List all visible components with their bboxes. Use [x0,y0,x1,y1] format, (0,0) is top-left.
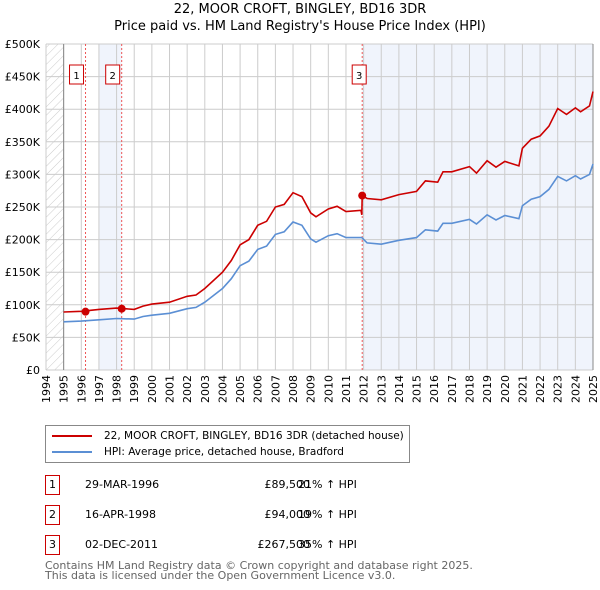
x-tick-label: 2009 [305,375,318,403]
x-tick-label: 2000 [146,375,159,403]
chart-title: 22, MOOR CROFT, BINGLEY, BD16 3DR [173,2,427,17]
transaction-row: 2 16-APR-1998 £94,000 19% ↑ HPI [45,505,445,525]
x-tick-label: 2024 [569,375,582,403]
y-tick-label: £50K [12,331,41,344]
transaction-hpi-diff: 35% ↑ HPI [298,538,357,551]
y-tick-label: £0 [26,364,40,377]
x-tick-label: 2007 [269,375,282,403]
y-tick-label: £350K [5,136,41,149]
x-tick-label: 2023 [552,375,565,403]
x-tick-label: 2019 [481,375,494,403]
chart-plot: 1 2 3 1994 1995 1996 1997 1998 1999 2000 2001 2002 2… [5,38,600,403]
x-tick-label: 2001 [164,375,177,403]
footer-line-2: This data is licensed under the Open Gov… [45,569,396,582]
x-tick-label: 2003 [199,375,212,403]
chart-subtitle: Price paid vs. HM Land Registry's House … [114,19,486,34]
transaction-price: £94,000 [264,508,311,521]
transaction-row: 3 02-DEC-2011 £267,500 35% ↑ HPI [45,535,445,555]
x-tick-label: 2005 [234,375,247,403]
sale-point [81,307,90,316]
x-tick-label: 1994 [40,375,53,403]
transaction-row: 1 29-MAR-1996 £89,500 21% ↑ HPI [45,475,445,495]
x-tick-label: 2016 [428,375,441,403]
legend-item-price: 22, MOOR CROFT, BINGLEY, BD16 3DR (detac… [46,428,404,444]
x-tick-label: 2008 [287,375,300,403]
legend-label: HPI: Average price, detached house, Brad… [104,446,344,458]
x-tick-label: 2010 [322,375,335,403]
series-line [63,91,594,313]
x-tick-label: 2025 [587,375,600,403]
x-tick-label: 2021 [516,375,529,403]
sale-point [117,304,126,313]
transaction-date: 16-APR-1998 [85,508,157,521]
x-tick-label: 2013 [375,375,388,403]
sale-label-box [351,64,367,85]
footer: Contains HM Land Registry data © Crown c… [45,559,473,582]
sale-label: 3 [356,71,362,82]
y-tick-label: £300K [5,168,41,181]
x-tick-label: 1999 [128,375,141,403]
x-tick-label: 2022 [534,375,547,403]
transaction-price: £267,500 [257,538,311,551]
transaction-price: £89,500 [264,478,311,491]
legend: 22, MOOR CROFT, BINGLEY, BD16 3DR (detac… [45,425,410,463]
x-tick-label: 2018 [463,375,476,403]
y-tick-label: £200K [5,234,41,247]
x-tick-label: 1996 [75,375,88,403]
transaction-date: 02-DEC-2011 [85,538,159,551]
x-tick-label: 2014 [393,375,406,403]
y-tick-label: £100K [5,299,41,312]
transaction-marker: 3 [45,535,60,555]
legend-swatch-red [52,435,92,437]
transaction-hpi-diff: 19% ↑ HPI [298,508,357,521]
legend-item-hpi: HPI: Average price, detached house, Brad… [46,444,344,460]
x-tick-label: 2020 [499,375,512,403]
legend-swatch-blue [52,451,92,453]
transaction-marker: 1 [45,475,60,495]
x-tick-label: 1995 [58,375,71,403]
sale-label: 2 [110,71,116,82]
y-tick-label: £150K [5,266,41,279]
x-tick-label: 2015 [411,375,424,403]
series-line [63,163,594,323]
x-tick-label: 2004 [216,375,229,403]
y-tick-label: £500K [5,38,41,51]
y-tick-label: £450K [5,71,41,84]
x-tick-label: 1997 [93,375,106,403]
sale-label: 1 [73,71,79,82]
transaction-marker: 2 [45,505,60,525]
transaction-date: 29-MAR-1996 [85,478,160,491]
x-tick-label: 2006 [252,375,265,403]
sale-label-box [69,64,85,85]
x-tick-label: 2011 [340,375,353,403]
x-tick-label: 2017 [446,375,459,403]
y-tick-label: £400K [5,103,41,116]
y-tick-label: £250K [5,201,41,214]
x-tick-label: 1998 [111,375,124,403]
x-tick-label: 2012 [358,375,371,403]
sale-label-box [105,64,121,85]
footer-line-1: Contains HM Land Registry data © Crown c… [45,559,473,572]
sale-point [358,191,367,200]
legend-label: 22, MOOR CROFT, BINGLEY, BD16 3DR (detac… [104,430,404,442]
x-tick-label: 2002 [181,375,194,403]
transaction-hpi-diff: 21% ↑ HPI [298,478,357,491]
